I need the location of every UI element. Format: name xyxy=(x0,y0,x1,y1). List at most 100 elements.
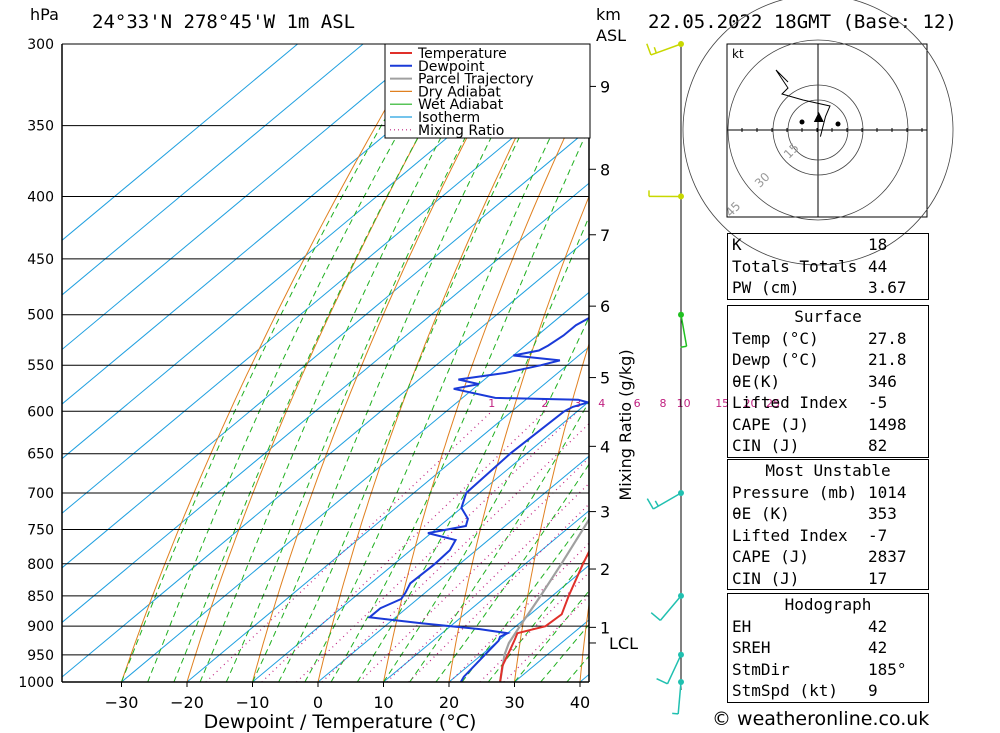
km-tick-label: 6 xyxy=(600,297,610,316)
isotherm-line xyxy=(62,44,298,241)
mu-pressure-label: Pressure (mb) xyxy=(732,482,858,502)
isotherm-line xyxy=(62,128,589,569)
wet-adiabat-line xyxy=(278,44,567,682)
pressure-tick-label: 300 xyxy=(27,37,54,53)
surface-li-label: Lifted Index xyxy=(732,393,848,412)
surface-li-value: -5 xyxy=(868,393,888,412)
mixing-ratio-label: 6 xyxy=(634,397,641,410)
mixing-ratio-line xyxy=(261,410,546,682)
km-tick-label: 1 xyxy=(600,618,610,637)
wet-adiabat-line xyxy=(330,126,589,682)
km-tick-label: 3 xyxy=(600,503,610,522)
wet-adiabat-line xyxy=(409,400,589,682)
wet-adiabat-line xyxy=(225,44,516,682)
wet-adiabat-line xyxy=(199,44,493,682)
surface-dewp-value: 21.8 xyxy=(868,350,907,369)
pressure-tick-label: 950 xyxy=(27,648,54,664)
surface-thetae-label: θE(K) xyxy=(732,371,781,391)
wind-barb-staff xyxy=(680,314,688,347)
legend-entry: Dry Adiabat xyxy=(418,84,501,100)
tt-label: Totals Totals xyxy=(732,256,858,276)
isotherm-line xyxy=(62,182,589,624)
dewpoint-profile xyxy=(367,316,589,682)
mu-cin-label: CIN (J) xyxy=(732,568,800,588)
dry-adiabat-line xyxy=(514,342,589,682)
mixing-ratio-label: 20 xyxy=(744,397,758,410)
mu-cape-value: 2837 xyxy=(868,547,907,566)
surface-title: Surface xyxy=(794,307,862,326)
mu-thetae-value: 353 xyxy=(868,504,897,523)
most-unstable-title: Most Unstable xyxy=(765,461,891,480)
wind-barb-staff xyxy=(659,595,682,621)
stmspd-value: 9 xyxy=(868,681,878,700)
indices-panel-hodograph: Hodograph EH 42 SREH 42 StmDir 185° StmSpd … xyxy=(727,593,929,703)
hodograph-title: Hodograph xyxy=(784,595,872,614)
mu-pressure-value: 1014 xyxy=(868,482,907,502)
tt-value: 44 xyxy=(868,256,888,276)
pressure-tick-label: 450 xyxy=(27,252,54,268)
pressure-unit-label: hPa xyxy=(30,5,59,24)
copyright-link[interactable]: © weatheronline.co.uk xyxy=(712,708,930,730)
eh-label: EH xyxy=(732,616,752,636)
pressure-tick-label: 650 xyxy=(27,447,54,463)
legend-entry: Wet Adiabat xyxy=(418,97,504,113)
temp-tick-label: 30 xyxy=(504,693,524,712)
mixing-ratio-line xyxy=(296,410,579,682)
temp-tick-label: 40 xyxy=(570,693,590,712)
indices-panel-surface: Surface Temp (°C) 27.8 Dewp (°C) 21.8 θE(K… xyxy=(727,305,929,458)
hodograph-ring xyxy=(682,0,954,266)
location-title: 24°33'N 278°45'W 1m ASL xyxy=(92,11,355,33)
wind-barb-feather xyxy=(653,47,658,54)
pressure-tick-label: 600 xyxy=(27,404,54,420)
isotherm-line xyxy=(121,291,589,682)
isotherm-line xyxy=(62,44,429,351)
isotherm-line xyxy=(317,455,589,682)
wind-barb-feather xyxy=(656,678,668,685)
pressure-tick-label: 750 xyxy=(27,523,54,539)
surface-cape-label: CAPE (J) xyxy=(732,414,810,434)
mixing-ratio-label: 8 xyxy=(660,397,667,410)
temp-tick-label: −20 xyxy=(170,693,204,712)
mixing-ratio-label: 25 xyxy=(766,397,780,410)
x-axis-title: Dewpoint / Temperature (°C) xyxy=(204,711,477,733)
mu-li-label: Lifted Index xyxy=(732,525,848,545)
isotherm-line xyxy=(252,400,589,682)
legend-entry: Parcel Trajectory xyxy=(418,72,534,88)
wind-barb-staff xyxy=(677,681,682,714)
pressure-tick-label: 800 xyxy=(27,557,54,573)
km-tick-label: 7 xyxy=(600,226,610,245)
stmdir-value: 185° xyxy=(868,659,907,679)
hodograph-unit: kt xyxy=(732,47,744,61)
sreh-label: SREH xyxy=(732,638,771,657)
dry-adiabat-line xyxy=(186,44,471,682)
wind-barb-feather xyxy=(672,712,679,715)
mixing-ratio-label: 4 xyxy=(598,397,605,410)
isotherm-line xyxy=(62,44,364,296)
mixing-ratio-axis-title: Mixing Ratio (g/kg) xyxy=(616,349,635,500)
mixing-ratio-label: 10 xyxy=(677,397,691,410)
wet-adiabat-line xyxy=(173,44,471,682)
eh-value: 42 xyxy=(868,616,888,636)
wind-barb-feather xyxy=(646,498,654,510)
surface-dewp-label: Dewp (°C) xyxy=(732,350,819,369)
surface-thetae-value: 346 xyxy=(868,371,897,391)
dry-adiabat-line xyxy=(963,44,1000,682)
dry-adiabat-line xyxy=(579,600,589,682)
dry-adiabat-line xyxy=(252,44,517,682)
sreh-value: 42 xyxy=(868,638,888,657)
pressure-tick-label: 850 xyxy=(27,589,54,605)
isotherm-line xyxy=(62,237,589,678)
hodograph-point xyxy=(835,121,841,127)
pressure-tick-label: 400 xyxy=(27,189,54,205)
pressure-tick-label: 350 xyxy=(27,119,54,135)
wet-adiabat-line xyxy=(252,44,540,682)
isotherm-line xyxy=(62,44,495,405)
wet-adiabat-line xyxy=(147,44,450,682)
legend-entry: Temperature xyxy=(417,46,507,62)
surface-temp-label: Temp (°C) xyxy=(732,328,819,348)
temp-tick-label: 20 xyxy=(439,693,459,712)
legend-entry: Isotherm xyxy=(418,110,480,126)
legend-entry: Dewpoint xyxy=(418,59,485,75)
wet-adiabat-line xyxy=(435,463,589,682)
